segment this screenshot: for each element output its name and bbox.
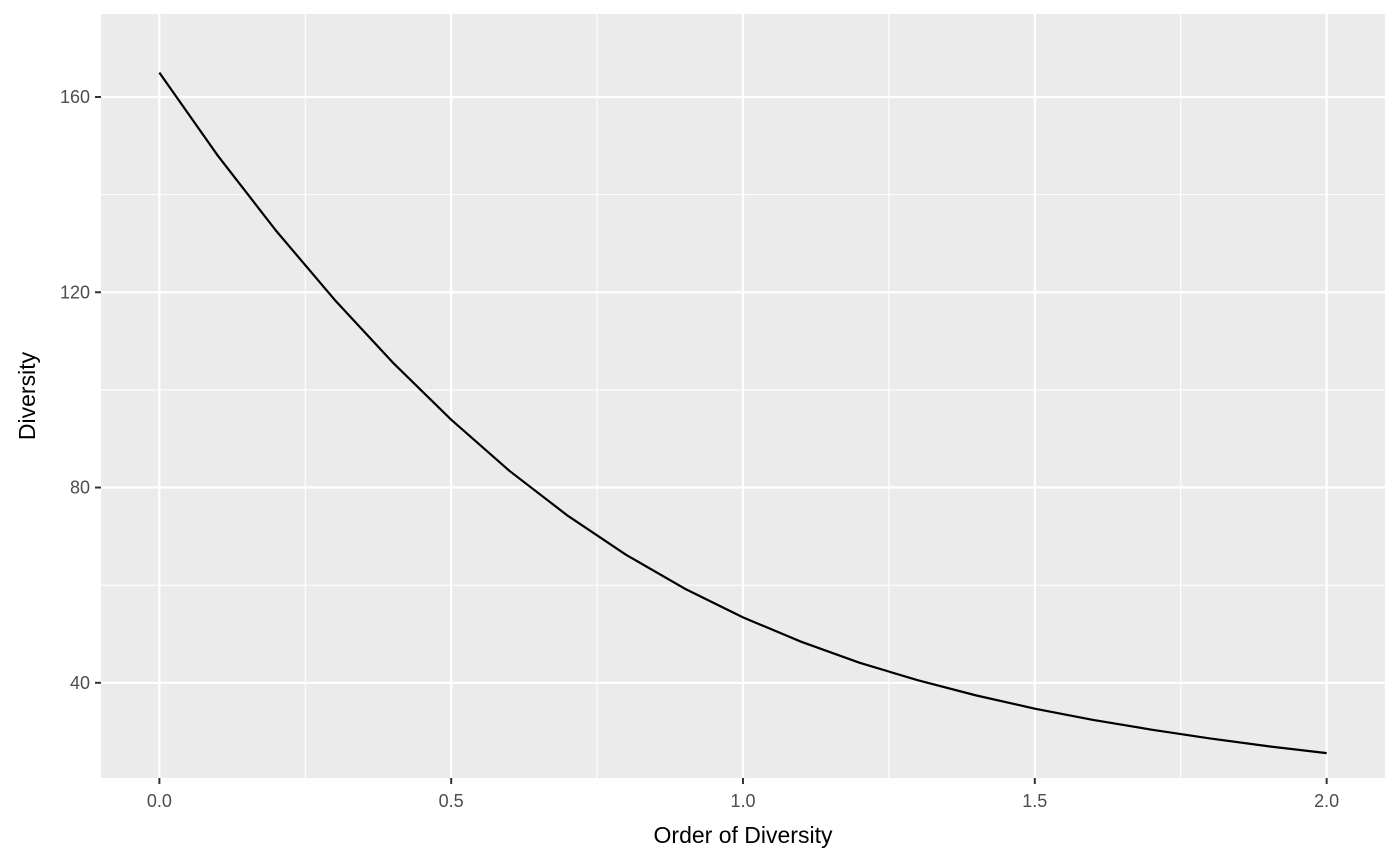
x-tick-label: 0.0 xyxy=(147,791,172,811)
x-tick-label: 2.0 xyxy=(1314,791,1339,811)
y-tick-label: 80 xyxy=(70,478,90,498)
x-tick-label: 1.5 xyxy=(1022,791,1047,811)
x-axis: 0.0 0.5 1.0 1.5 2.0 xyxy=(147,778,1339,811)
y-tick-label: 40 xyxy=(70,673,90,693)
y-tick-label: 160 xyxy=(60,87,90,107)
x-tick-label: 0.5 xyxy=(439,791,464,811)
y-tick-label: 120 xyxy=(60,282,90,302)
x-axis-title: Order of Diversity xyxy=(654,822,833,848)
y-axis: 40 80 120 160 xyxy=(60,87,101,693)
series-line xyxy=(158,71,1327,755)
x-tick-label: 1.0 xyxy=(730,791,755,811)
y-axis-title: Diversity xyxy=(14,351,40,440)
series-layer xyxy=(158,71,1327,755)
major-grid xyxy=(101,14,1385,778)
